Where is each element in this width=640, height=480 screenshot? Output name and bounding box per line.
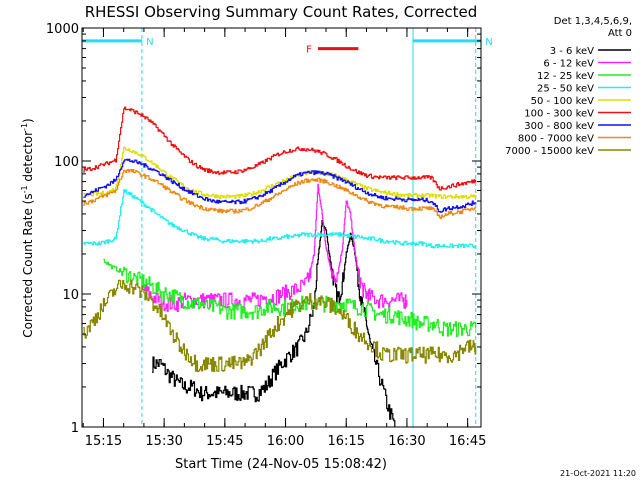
flag-label-2: F [306, 45, 312, 56]
y-axis-label-part: -1 [20, 123, 29, 131]
axes: 1 10 100 1000 15:15 15:30 15:45 16:00 16:15 16:30… [46, 22, 486, 449]
legend-label-3: 25 - 50 keV [537, 84, 594, 95]
legend-label-8: 7000 - 15000 keV [505, 146, 594, 157]
legend-label-4: 50 - 100 keV [531, 96, 595, 107]
series-line-5 [83, 106, 477, 191]
y-axis-label-part: Corrected Count Rate (s [21, 193, 35, 337]
series-line-8 [83, 279, 477, 373]
plot-area: N NF [81, 28, 493, 427]
x-axis-label: Start Time (24-Nov-05 15:08:42) [175, 457, 387, 472]
series-line-1 [143, 183, 408, 312]
x-tick-label-1: 15:30 [145, 434, 182, 449]
y-axis-label: Corrected Count Rate (s-1 detector-1) [20, 118, 35, 337]
legend-label-2: 12 - 25 keV [537, 71, 594, 82]
y-tick-label-0: 1 [71, 421, 79, 436]
flag-label-1: N [485, 37, 492, 48]
plot-frame [81, 27, 482, 428]
y-tick-label-1: 10 [62, 288, 79, 303]
series-line-7 [83, 169, 477, 220]
legend-label-1: 6 - 12 keV [543, 59, 594, 70]
x-tick-label-5: 16:30 [388, 434, 425, 449]
x-tick-label-2: 15:45 [206, 434, 243, 449]
legend-label-7: 800 - 7000 keV [518, 134, 594, 145]
y-axis-label-part: ) [21, 118, 35, 123]
series-line-0 [152, 220, 396, 427]
y-axis-label-part: detector [21, 131, 35, 186]
y-tick-label-3: 1000 [46, 22, 79, 37]
x-tick-label-3: 16:00 [267, 434, 304, 449]
legend-label-5: 100 - 300 keV [524, 109, 594, 120]
legend: Det 1,3,4,5,6,9,Att 0 3 - 6 keV 6 - 12 keV… [505, 16, 632, 157]
series-line-3 [83, 189, 477, 249]
series-line-6 [83, 158, 477, 213]
legend-label-6: 300 - 800 keV [524, 121, 594, 132]
x-tick-label-0: 15:15 [85, 434, 122, 449]
legend-label-0: 3 - 6 keV [550, 46, 594, 57]
legend-header-1: Att 0 [608, 28, 632, 39]
footer-timestamp: 21-Oct-2021 11:20 [560, 469, 636, 478]
y-axis-label-part: -1 [20, 185, 29, 193]
legend-header-0: Det 1,3,4,5,6,9, [554, 16, 632, 27]
y-tick-label-2: 100 [54, 155, 79, 170]
x-tick-label-4: 16:15 [328, 434, 365, 449]
flag-label-0: N [146, 37, 153, 48]
series-line-2 [103, 258, 477, 338]
x-tick-label-6: 16:45 [449, 434, 486, 449]
chart-title: RHESSI Observing Summary Count Rates, Co… [85, 3, 478, 21]
